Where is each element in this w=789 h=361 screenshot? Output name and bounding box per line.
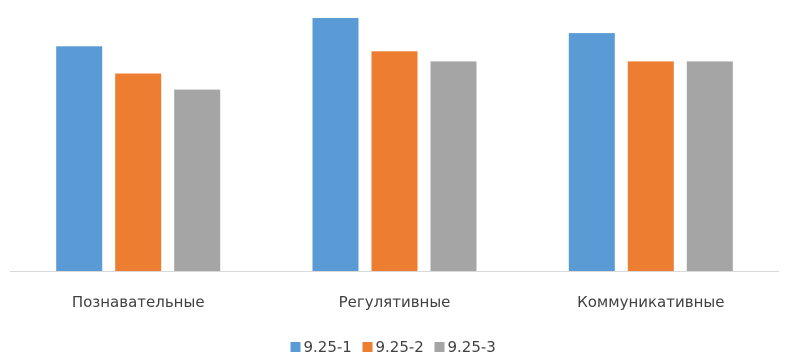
bar-9.25-2-2 — [627, 61, 674, 272]
bar-9.25-3-0 — [174, 89, 221, 271]
category-label: Регулятивные — [339, 293, 451, 311]
bars-group — [56, 18, 733, 272]
category-label: Коммуникативные — [577, 293, 724, 311]
bar-9.25-3-2 — [686, 61, 733, 272]
legend-label: 9.25-1 — [304, 338, 352, 356]
legend-swatch — [362, 342, 373, 352]
category-labels: Познавательные Регулятивные Коммуникативны… — [72, 293, 725, 311]
legend-swatch — [290, 342, 301, 352]
bar-9.25-3-1 — [430, 61, 477, 272]
bar-9.25-2-1 — [371, 51, 418, 271]
legend: 9.25-1 9.25-2 9.25-3 — [290, 338, 496, 356]
bar-9.25-2-0 — [115, 73, 162, 271]
bar-9.25-1-0 — [56, 46, 103, 271]
bar-9.25-1-1 — [312, 18, 359, 271]
legend-swatch — [434, 342, 445, 352]
legend-label: 9.25-2 — [376, 338, 424, 356]
legend-label: 9.25-3 — [448, 338, 496, 356]
category-label: Познавательные — [72, 293, 205, 311]
bar-9.25-1-2 — [568, 33, 615, 271]
